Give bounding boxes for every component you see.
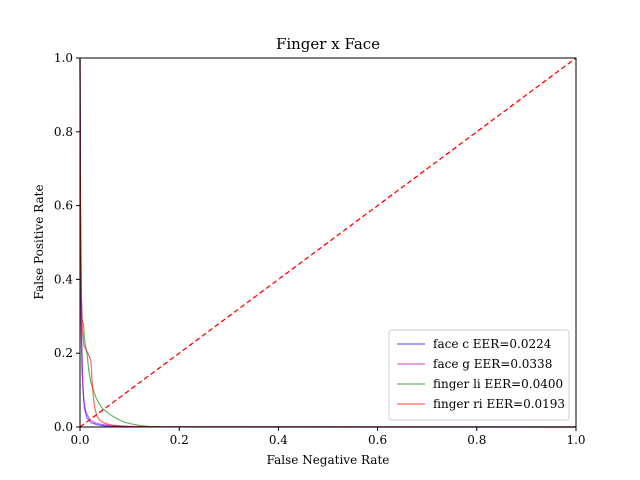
y-tick-label: 1.0 <box>54 51 73 65</box>
x-tick-label: 0.6 <box>368 433 387 447</box>
x-tick-label: 1.0 <box>566 433 585 447</box>
x-tick-label: 0.0 <box>70 433 89 447</box>
legend-label-3: finger ri EER=0.0193 <box>433 397 565 411</box>
legend-label-2: finger li EER=0.0400 <box>433 377 563 391</box>
y-tick-label: 0.6 <box>54 199 73 213</box>
y-axis-label: False Positive Rate <box>32 184 46 299</box>
y-tick-label: 0.0 <box>54 420 73 434</box>
chart-title: Finger x Face <box>276 35 380 53</box>
legend-box <box>388 329 570 421</box>
axes-frame <box>79 57 577 428</box>
x-tick-label: 0.4 <box>269 433 288 447</box>
x-tick-label: 0.2 <box>170 433 189 447</box>
y-tick-label: 0.8 <box>54 125 73 139</box>
y-tick-label: 0.4 <box>54 272 73 286</box>
axis-ticks: 0.0 0.2 0.4 0.6 0.8 1.0 0.0 0.2 0.4 0.6 0.8 1.0 <box>54 51 586 447</box>
y-tick-label: 0.2 <box>54 346 73 360</box>
legend-label-0: face c EER=0.0224 <box>433 337 552 351</box>
x-axis-label: False Negative Rate <box>267 453 390 467</box>
reference-diagonal-line <box>79 57 577 428</box>
series-line-2 <box>79 57 577 428</box>
series-line-3 <box>79 57 577 428</box>
x-tick-label: 0.8 <box>467 433 486 447</box>
legend: face c EER=0.0224 face g EER=0.0338 finger… <box>388 329 570 421</box>
legend-label-1: face g EER=0.0338 <box>433 357 552 371</box>
